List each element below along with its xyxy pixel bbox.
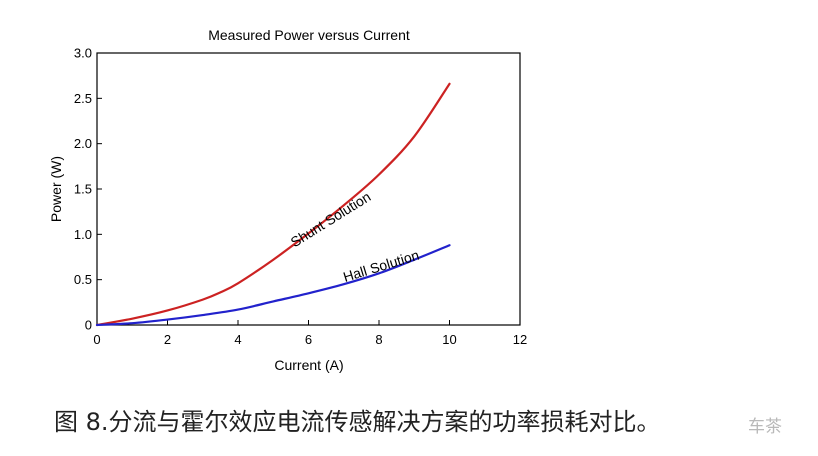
y-tick-label: 1.5 xyxy=(74,182,92,197)
y-tick-label: 0 xyxy=(85,318,92,333)
x-tick-label: 12 xyxy=(513,332,527,347)
power-vs-current-chart: Measured Power versus Current Current (A… xyxy=(48,27,527,373)
y-axis-label: Power (W) xyxy=(48,156,64,222)
series-annotation-label: Shunt Solution xyxy=(288,188,374,250)
x-tick-label: 4 xyxy=(234,332,241,347)
series-lines xyxy=(95,82,451,327)
x-tick-label: 0 xyxy=(93,332,100,347)
y-tick-label: 1.0 xyxy=(74,227,92,242)
shunt-solution-line xyxy=(95,82,451,327)
series-annotation-label: Hall Solution xyxy=(341,247,421,285)
axis-ticks: 0 2 4 6 8 10 12 0 0.5 1.0 1.5 2.0 2.5 3.0 xyxy=(74,46,527,348)
x-tick-label: 10 xyxy=(442,332,456,347)
y-tick-label: 3.0 xyxy=(74,46,92,61)
x-tick-label: 6 xyxy=(305,332,312,347)
watermark: 车茶 xyxy=(748,417,782,437)
plot-frame xyxy=(96,52,521,326)
hall-solution-line xyxy=(95,244,451,327)
chart-title: Measured Power versus Current xyxy=(208,27,410,43)
figure-caption: 图 8.分流与霍尔效应电流传感解决方案的功率损耗对比。 xyxy=(54,408,661,436)
x-tick-label: 2 xyxy=(164,332,171,347)
y-tick-label: 2.5 xyxy=(74,91,92,106)
y-tick-label: 2.0 xyxy=(74,136,92,151)
x-tick-label: 8 xyxy=(375,332,382,347)
y-tick-label: 0.5 xyxy=(74,272,92,287)
x-axis-label: Current (A) xyxy=(274,357,343,373)
